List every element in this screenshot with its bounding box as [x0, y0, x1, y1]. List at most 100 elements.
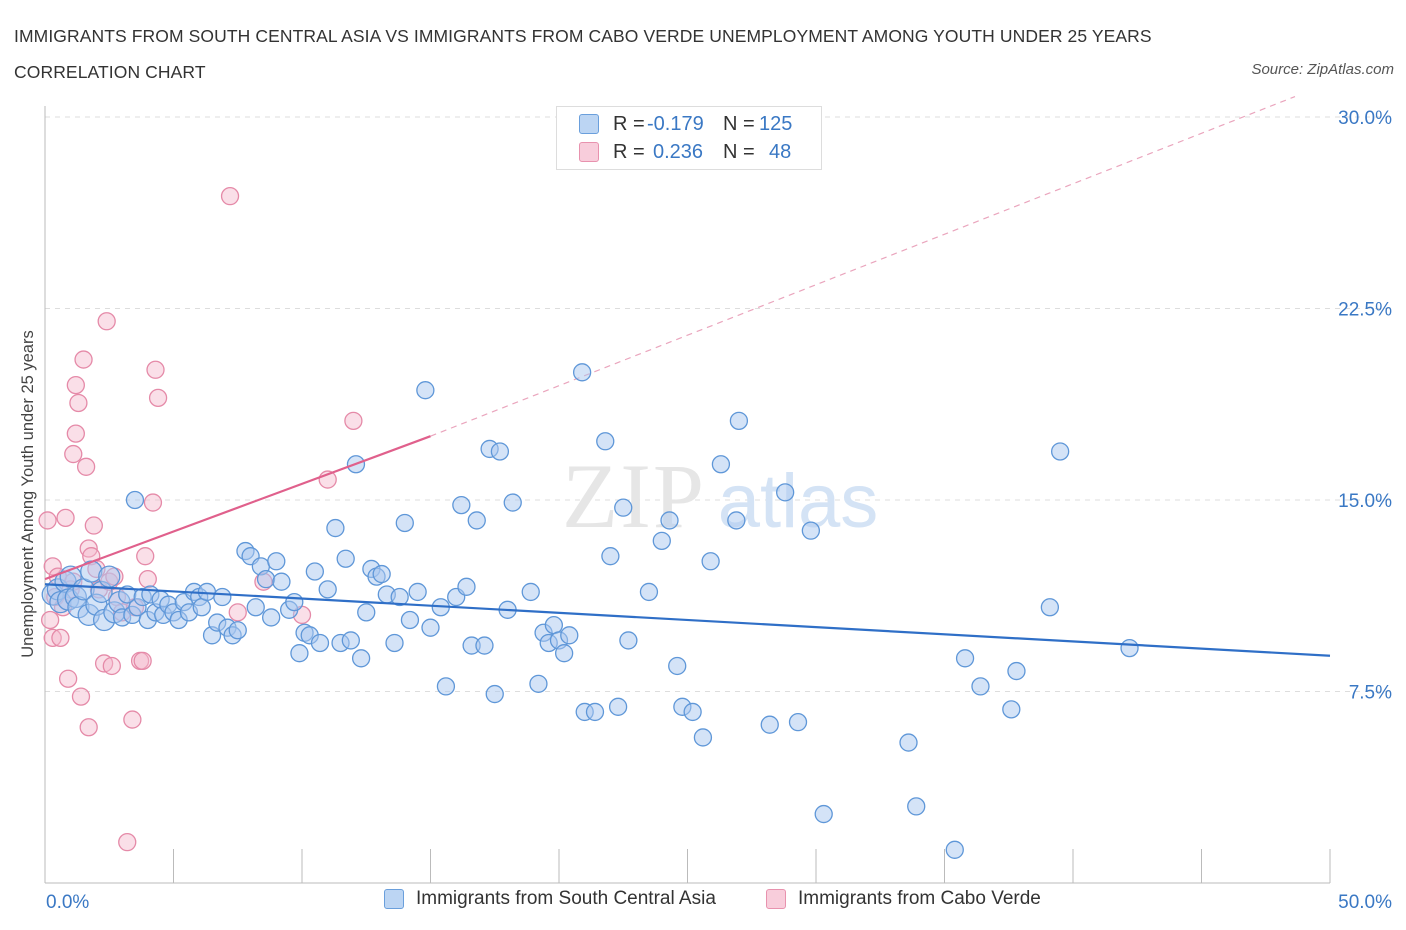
cabo-verde-point — [123, 710, 142, 729]
cabo-verde-point — [344, 411, 363, 430]
south-central-asia-point — [503, 493, 522, 512]
cabo-verde-point — [148, 388, 168, 408]
south-central-asia-point — [945, 840, 964, 859]
south-central-asia-point — [475, 636, 494, 655]
r-label: R = — [613, 112, 645, 135]
south-central-asia-point — [788, 712, 808, 732]
south-central-asia-point — [1040, 598, 1060, 617]
south-central-asia-point — [955, 649, 975, 668]
legend-swatch-blue — [579, 114, 599, 134]
cabo-verde-point — [118, 832, 137, 852]
south-central-asia-point — [776, 483, 795, 502]
south-central-asia-point — [1002, 700, 1021, 719]
south-central-asia-point — [272, 572, 291, 591]
south-central-asia-point — [457, 577, 476, 596]
south-central-asia-point — [305, 562, 325, 581]
south-central-asia-point — [326, 518, 345, 538]
y-tick-label: 30.0% — [1338, 108, 1392, 129]
cabo-verde-point — [66, 424, 85, 443]
legend-row-blue: R = -0.179 N = 125 — [579, 110, 792, 138]
legend-label: Immigrants from South Central Asia — [416, 888, 716, 909]
cabo-verde-point — [79, 718, 98, 737]
cabo-verde-point — [58, 669, 78, 688]
y-tick-label: 15.0% — [1338, 491, 1392, 512]
south-central-asia-point — [560, 626, 579, 645]
cabo-verde-point — [43, 628, 62, 648]
south-central-asia-point — [400, 610, 420, 630]
south-central-asia-point — [639, 582, 659, 602]
south-central-asia-point — [608, 697, 628, 716]
cabo-verde-point — [102, 656, 121, 676]
south-central-asia-point — [290, 644, 309, 663]
south-central-asia-point — [701, 552, 720, 571]
cabo-verde-trendline — [44, 435, 431, 581]
south-central-asia-point — [760, 715, 779, 734]
south-central-asia-point — [596, 432, 615, 451]
south-central-asia-point — [1120, 638, 1139, 658]
south-central-asia-point — [262, 608, 281, 627]
south-central-asia-point — [1051, 442, 1070, 461]
legend-swatch-blue — [384, 889, 404, 909]
south-central-asia-point — [416, 381, 435, 400]
south-central-asia-point — [529, 674, 548, 693]
south-central-asia-point — [693, 728, 713, 747]
south-central-asia-point — [98, 565, 121, 588]
cabo-verde-point — [66, 375, 85, 395]
cabo-verde-point — [76, 457, 96, 476]
south-central-asia-point — [554, 644, 574, 663]
y-axis-label: Unemployment Among Youth under 25 years — [19, 330, 37, 657]
south-central-asia-point — [390, 587, 409, 607]
south-central-asia-point — [285, 592, 304, 612]
n-value: 125 — [759, 112, 793, 135]
south-central-asia-point — [341, 631, 360, 650]
south-central-asia-point — [711, 455, 731, 474]
south-central-asia-point — [971, 677, 990, 696]
legend-swatch-pink — [766, 889, 786, 909]
cabo-verde-point — [220, 187, 240, 206]
cabo-verde-point — [146, 360, 165, 379]
south-central-asia-point — [668, 656, 687, 676]
cabo-verde-point — [71, 687, 91, 706]
south-central-asia-point — [267, 552, 286, 571]
south-central-asia-point — [213, 587, 232, 607]
legend-item-cabo-verde: Immigrants from Cabo Verde — [766, 888, 1041, 910]
n-label: N = — [723, 140, 755, 163]
south-central-asia-point — [421, 618, 440, 637]
cabo-verde-point — [69, 393, 88, 413]
cabo-verde-point — [64, 444, 83, 464]
south-central-asia-point — [357, 603, 376, 622]
south-central-asia-point — [246, 598, 265, 617]
south-central-asia-point — [310, 633, 330, 653]
south-central-asia-point — [801, 521, 821, 540]
correlation-legend: R = -0.179 N = 125 R = 0.236 N = 48 — [556, 106, 822, 170]
legend-item-south-central-asia: Immigrants from South Central Asia — [384, 888, 716, 910]
south-central-asia-point — [619, 631, 638, 650]
y-tick-label: 7.5% — [1349, 683, 1392, 704]
south-central-asia-point — [729, 411, 749, 430]
south-central-asia-point — [192, 598, 211, 617]
south-central-asia-point — [485, 684, 504, 704]
cabo-verde-point — [138, 570, 157, 589]
south-central-asia-point — [1007, 661, 1026, 681]
cabo-verde-point — [40, 610, 60, 630]
south-central-asia-point — [814, 804, 833, 824]
r-value: -0.179 — [647, 112, 704, 135]
cabo-verde-point — [228, 603, 247, 622]
watermark-atlas: atlas — [718, 459, 879, 544]
south-central-asia-point — [436, 677, 456, 696]
south-central-asia-point — [585, 702, 605, 722]
n-label: N = — [723, 112, 755, 135]
cabo-verde-point — [84, 516, 103, 535]
south-central-asia-point — [125, 490, 145, 510]
south-central-asia-point — [467, 511, 486, 530]
south-central-asia-point — [351, 649, 371, 668]
series-legend: Immigrants from South Central Asia Immig… — [0, 888, 1406, 916]
south-central-asia-point — [372, 564, 391, 584]
south-central-asia-point — [521, 582, 540, 602]
cabo-verde-point — [56, 508, 75, 528]
south-central-asia-point — [614, 498, 633, 517]
cabo-verde-point — [97, 312, 116, 331]
south-central-asia-point — [660, 511, 679, 530]
legend-label: Immigrants from Cabo Verde — [798, 888, 1041, 909]
south-central-asia-trendline — [44, 583, 1331, 657]
